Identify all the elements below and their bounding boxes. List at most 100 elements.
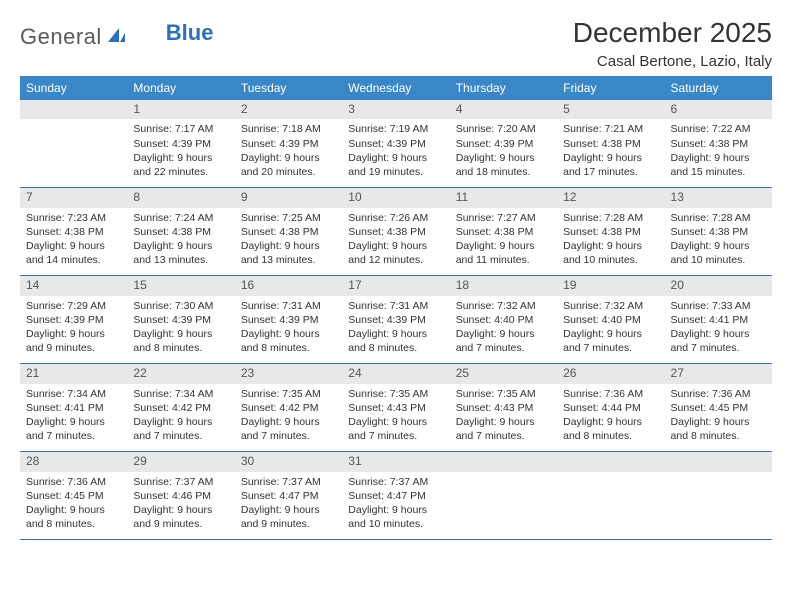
daylight-text-1: Daylight: 9 hours bbox=[133, 415, 228, 429]
sunrise-text: Sunrise: 7:36 AM bbox=[26, 475, 121, 489]
sunrise-text: Sunrise: 7:29 AM bbox=[26, 299, 121, 313]
sunset-text: Sunset: 4:39 PM bbox=[26, 313, 121, 327]
day-details: Sunrise: 7:34 AMSunset: 4:41 PMDaylight:… bbox=[20, 384, 127, 448]
day-details: Sunrise: 7:35 AMSunset: 4:43 PMDaylight:… bbox=[342, 384, 449, 448]
day-header-thursday: Thursday bbox=[450, 76, 557, 100]
day-cell: 27Sunrise: 7:36 AMSunset: 4:45 PMDayligh… bbox=[665, 364, 772, 452]
day-details: Sunrise: 7:18 AMSunset: 4:39 PMDaylight:… bbox=[235, 119, 342, 183]
day-number: 7 bbox=[20, 188, 127, 208]
daylight-text-2: and 19 minutes. bbox=[348, 165, 443, 179]
sunrise-text: Sunrise: 7:25 AM bbox=[241, 211, 336, 225]
day-header-saturday: Saturday bbox=[665, 76, 772, 100]
day-details: Sunrise: 7:20 AMSunset: 4:39 PMDaylight:… bbox=[450, 119, 557, 183]
sunrise-text: Sunrise: 7:32 AM bbox=[456, 299, 551, 313]
day-number: 3 bbox=[342, 100, 449, 120]
day-number: 16 bbox=[235, 276, 342, 296]
sunset-text: Sunset: 4:39 PM bbox=[133, 137, 228, 151]
sunset-text: Sunset: 4:38 PM bbox=[671, 137, 766, 151]
daylight-text-1: Daylight: 9 hours bbox=[348, 151, 443, 165]
sunrise-text: Sunrise: 7:37 AM bbox=[241, 475, 336, 489]
day-cell: 22Sunrise: 7:34 AMSunset: 4:42 PMDayligh… bbox=[127, 364, 234, 452]
day-cell: 4Sunrise: 7:20 AMSunset: 4:39 PMDaylight… bbox=[450, 100, 557, 188]
day-number bbox=[20, 100, 127, 120]
day-details: Sunrise: 7:25 AMSunset: 4:38 PMDaylight:… bbox=[235, 208, 342, 272]
sunset-text: Sunset: 4:38 PM bbox=[133, 225, 228, 239]
daylight-text-1: Daylight: 9 hours bbox=[456, 151, 551, 165]
daylight-text-2: and 13 minutes. bbox=[241, 253, 336, 267]
logo-text-general: General bbox=[20, 24, 102, 50]
daylight-text-1: Daylight: 9 hours bbox=[26, 239, 121, 253]
daylight-text-2: and 8 minutes. bbox=[671, 429, 766, 443]
day-details: Sunrise: 7:17 AMSunset: 4:39 PMDaylight:… bbox=[127, 119, 234, 183]
daylight-text-2: and 10 minutes. bbox=[671, 253, 766, 267]
daylight-text-1: Daylight: 9 hours bbox=[563, 239, 658, 253]
day-cell: 5Sunrise: 7:21 AMSunset: 4:38 PMDaylight… bbox=[557, 100, 664, 188]
daylight-text-2: and 15 minutes. bbox=[671, 165, 766, 179]
logo: General Blue bbox=[20, 18, 213, 50]
day-details: Sunrise: 7:26 AMSunset: 4:38 PMDaylight:… bbox=[342, 208, 449, 272]
day-cell: 28Sunrise: 7:36 AMSunset: 4:45 PMDayligh… bbox=[20, 452, 127, 540]
day-cell: 11Sunrise: 7:27 AMSunset: 4:38 PMDayligh… bbox=[450, 188, 557, 276]
daylight-text-1: Daylight: 9 hours bbox=[26, 327, 121, 341]
sunset-text: Sunset: 4:39 PM bbox=[456, 137, 551, 151]
daylight-text-1: Daylight: 9 hours bbox=[26, 415, 121, 429]
day-cell: 15Sunrise: 7:30 AMSunset: 4:39 PMDayligh… bbox=[127, 276, 234, 364]
daylight-text-1: Daylight: 9 hours bbox=[563, 151, 658, 165]
day-cell: 9Sunrise: 7:25 AMSunset: 4:38 PMDaylight… bbox=[235, 188, 342, 276]
day-number: 1 bbox=[127, 100, 234, 120]
day-header-sunday: Sunday bbox=[20, 76, 127, 100]
day-number: 26 bbox=[557, 364, 664, 384]
week-row: 7Sunrise: 7:23 AMSunset: 4:38 PMDaylight… bbox=[20, 188, 772, 276]
daylight-text-1: Daylight: 9 hours bbox=[456, 415, 551, 429]
daylight-text-2: and 8 minutes. bbox=[133, 341, 228, 355]
day-cell: 26Sunrise: 7:36 AMSunset: 4:44 PMDayligh… bbox=[557, 364, 664, 452]
day-details: Sunrise: 7:32 AMSunset: 4:40 PMDaylight:… bbox=[557, 296, 664, 360]
day-cell-empty bbox=[450, 452, 557, 540]
day-details: Sunrise: 7:30 AMSunset: 4:39 PMDaylight:… bbox=[127, 296, 234, 360]
day-details: Sunrise: 7:23 AMSunset: 4:38 PMDaylight:… bbox=[20, 208, 127, 272]
daylight-text-2: and 11 minutes. bbox=[456, 253, 551, 267]
title-block: December 2025 Casal Bertone, Lazio, Ital… bbox=[573, 18, 772, 70]
sunrise-text: Sunrise: 7:34 AM bbox=[26, 387, 121, 401]
day-cell: 20Sunrise: 7:33 AMSunset: 4:41 PMDayligh… bbox=[665, 276, 772, 364]
daylight-text-1: Daylight: 9 hours bbox=[348, 239, 443, 253]
sunrise-text: Sunrise: 7:35 AM bbox=[241, 387, 336, 401]
sunset-text: Sunset: 4:41 PM bbox=[26, 401, 121, 415]
sunrise-text: Sunrise: 7:36 AM bbox=[671, 387, 766, 401]
location: Casal Bertone, Lazio, Italy bbox=[573, 53, 772, 70]
daylight-text-1: Daylight: 9 hours bbox=[671, 415, 766, 429]
day-number: 20 bbox=[665, 276, 772, 296]
daylight-text-1: Daylight: 9 hours bbox=[26, 503, 121, 517]
sunset-text: Sunset: 4:38 PM bbox=[563, 137, 658, 151]
day-details: Sunrise: 7:19 AMSunset: 4:39 PMDaylight:… bbox=[342, 119, 449, 183]
sunset-text: Sunset: 4:40 PM bbox=[563, 313, 658, 327]
sunrise-text: Sunrise: 7:36 AM bbox=[563, 387, 658, 401]
day-cell: 21Sunrise: 7:34 AMSunset: 4:41 PMDayligh… bbox=[20, 364, 127, 452]
day-number: 10 bbox=[342, 188, 449, 208]
day-header-wednesday: Wednesday bbox=[342, 76, 449, 100]
daylight-text-2: and 7 minutes. bbox=[133, 429, 228, 443]
day-details: Sunrise: 7:34 AMSunset: 4:42 PMDaylight:… bbox=[127, 384, 234, 448]
daylight-text-2: and 7 minutes. bbox=[456, 341, 551, 355]
day-number: 27 bbox=[665, 364, 772, 384]
week-row: 21Sunrise: 7:34 AMSunset: 4:41 PMDayligh… bbox=[20, 364, 772, 452]
sunset-text: Sunset: 4:39 PM bbox=[133, 313, 228, 327]
day-number: 19 bbox=[557, 276, 664, 296]
week-row: 14Sunrise: 7:29 AMSunset: 4:39 PMDayligh… bbox=[20, 276, 772, 364]
day-cell: 23Sunrise: 7:35 AMSunset: 4:42 PMDayligh… bbox=[235, 364, 342, 452]
day-number: 12 bbox=[557, 188, 664, 208]
sunset-text: Sunset: 4:39 PM bbox=[241, 137, 336, 151]
daylight-text-2: and 9 minutes. bbox=[26, 341, 121, 355]
sunset-text: Sunset: 4:42 PM bbox=[133, 401, 228, 415]
sunset-text: Sunset: 4:46 PM bbox=[133, 489, 228, 503]
sunrise-text: Sunrise: 7:28 AM bbox=[671, 211, 766, 225]
day-number: 14 bbox=[20, 276, 127, 296]
day-number: 23 bbox=[235, 364, 342, 384]
day-cell: 10Sunrise: 7:26 AMSunset: 4:38 PMDayligh… bbox=[342, 188, 449, 276]
sunset-text: Sunset: 4:41 PM bbox=[671, 313, 766, 327]
sunrise-text: Sunrise: 7:35 AM bbox=[456, 387, 551, 401]
logo-sail-icon bbox=[106, 26, 126, 49]
sunrise-text: Sunrise: 7:23 AM bbox=[26, 211, 121, 225]
day-number: 31 bbox=[342, 452, 449, 472]
daylight-text-2: and 13 minutes. bbox=[133, 253, 228, 267]
